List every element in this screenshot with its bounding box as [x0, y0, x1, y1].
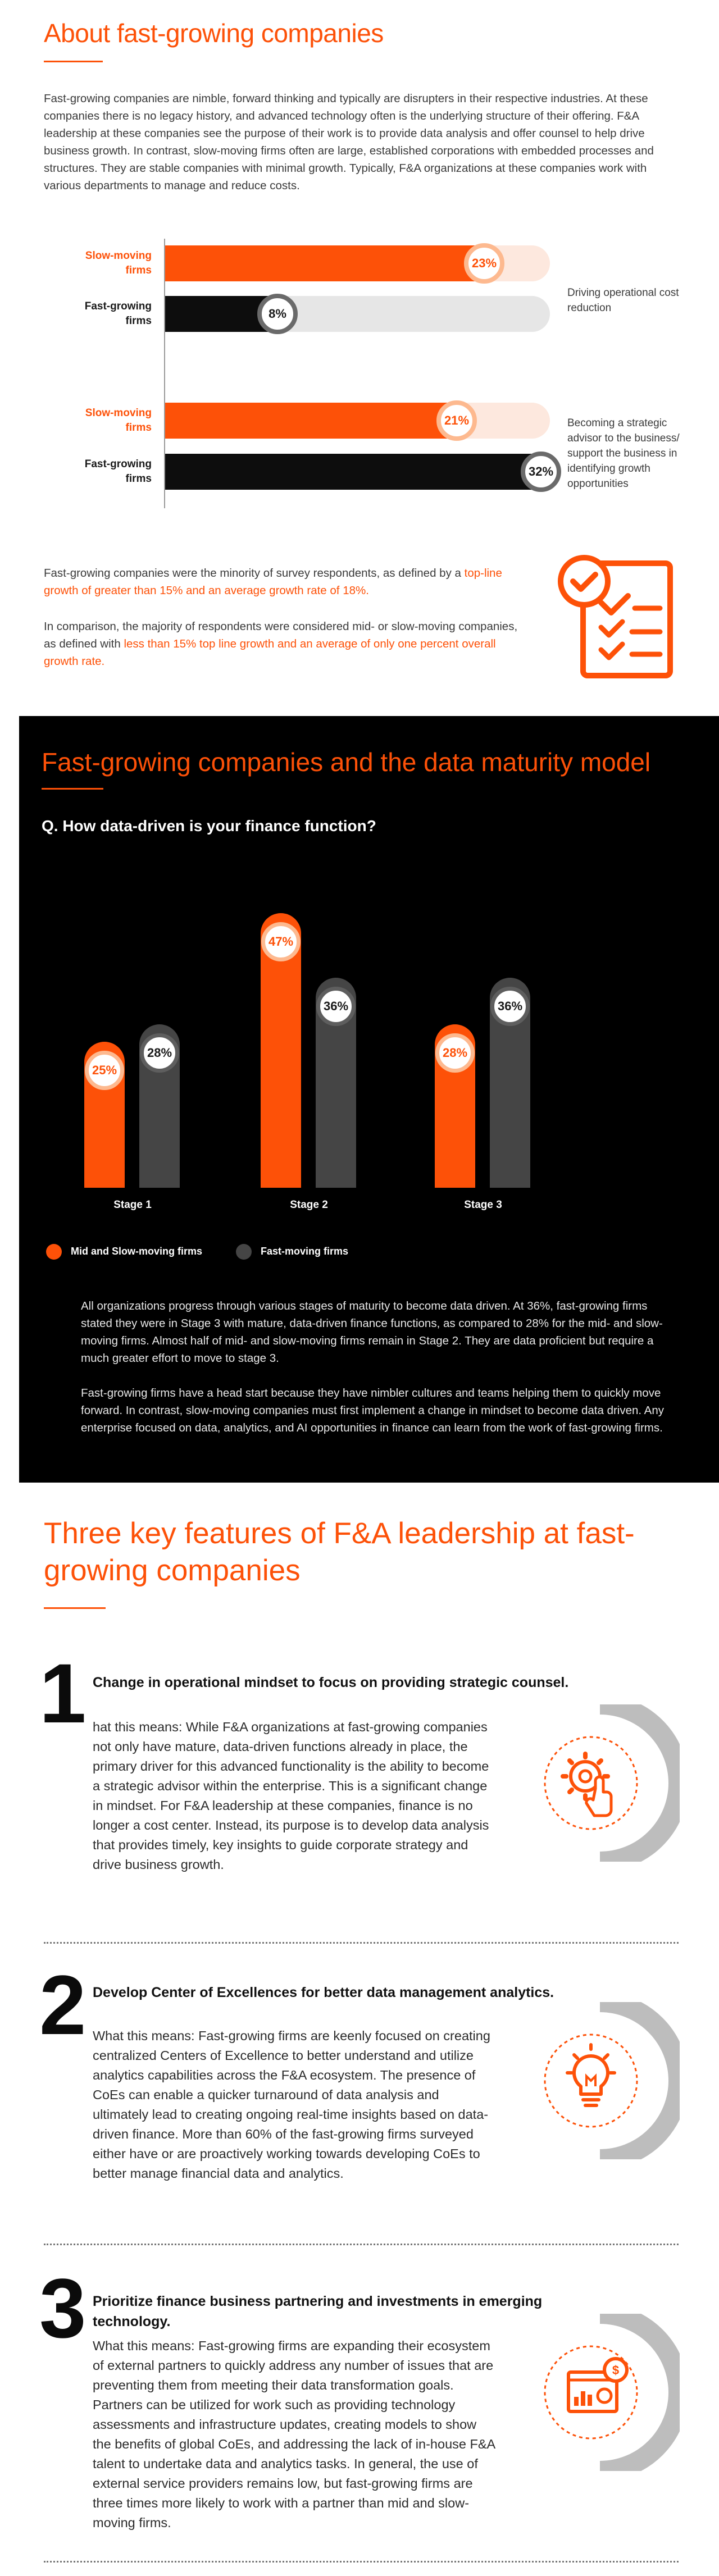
- stat-slow-moving: In comparison, the majority of responden…: [44, 618, 527, 670]
- bar-track: 21%: [165, 400, 550, 441]
- stage-label: Stage 1: [113, 1199, 152, 1211]
- bar-label: Fast-growing firms: [84, 300, 152, 327]
- title-underline: [44, 61, 103, 62]
- bar-track: 32%: [165, 452, 561, 492]
- feature-2-title: Develop Center of Excellences for better…: [93, 1985, 554, 2000]
- about-section: About fast-growing companies Fast-growin…: [0, 0, 719, 716]
- maturity-title: Fast-growing companies and the data matu…: [42, 747, 651, 777]
- legend-label-fast: Fast-moving firms: [261, 1246, 349, 1257]
- dashboard-dollar-icon: $: [522, 2304, 689, 2481]
- lightbulb-icon: [522, 1992, 689, 2169]
- stat-fast-highlight: top-line growth of greater than 15% and …: [44, 567, 502, 597]
- feature-3-body: What this means: Fast-growing firms are …: [93, 2338, 495, 2530]
- bar-track: 23%: [165, 243, 550, 284]
- bar-label: Slow-moving firms: [85, 250, 152, 276]
- data-maturity-section: Fast-growing companies and the data matu…: [19, 716, 719, 1483]
- maturity-paragraph-2: Fast-growing firms have a head start bec…: [81, 1387, 665, 1434]
- group-note-advisor: Becoming a strategic advisor to the busi…: [567, 417, 680, 490]
- feature-3-number: 3: [39, 2261, 87, 2355]
- stage-label: Stage 2: [290, 1199, 328, 1211]
- chart-axis: [164, 239, 165, 508]
- about-title: About fast-growing companies: [44, 19, 384, 48]
- gear-hand-icon: [522, 1694, 689, 1872]
- about-intro: Fast-growing companies are nimble, forwa…: [44, 92, 654, 192]
- bar-fill: [165, 245, 493, 281]
- bar-track: 8%: [165, 294, 550, 334]
- legend-label-slow: Mid and Slow-moving firms: [71, 1246, 203, 1257]
- legend-swatch-slow: [46, 1244, 62, 1260]
- stat-slow-text: In comparison, the majority of responden…: [44, 620, 518, 650]
- feature-1-body: hat this means: While F&A organizations …: [93, 1720, 489, 1872]
- maturity-underline: [42, 788, 103, 790]
- chart-question: Q. How data-driven is your finance funct…: [42, 817, 376, 835]
- checklist-icon: [556, 553, 677, 682]
- feature-1-number: 1: [39, 1646, 87, 1740]
- features-title: Three key features of F&A leadership at …: [44, 1517, 635, 1587]
- bar-value-label: 23%: [464, 243, 504, 284]
- bar-fill: [165, 403, 466, 439]
- svg-text:$: $: [612, 2363, 619, 2377]
- column-value-label: 28%: [435, 1033, 475, 1073]
- bar-value-label: 21%: [436, 400, 477, 441]
- column-value-label: 36%: [490, 987, 530, 1026]
- bar-fill: [165, 454, 550, 490]
- maturity-paragraph-1: All organizations progress through vario…: [81, 1300, 663, 1365]
- stage-label: Stage 3: [464, 1199, 502, 1211]
- feature-divider-1: [44, 1942, 679, 1944]
- feature-2-body: What this means: Fast-growing firms are …: [93, 2028, 490, 2181]
- feature-2-number: 2: [39, 1958, 87, 2052]
- group-note-cost: Driving operational cost reduction: [567, 287, 679, 314]
- bar-label: Slow-moving firms: [85, 407, 152, 434]
- stat-slow-highlight: less than 15% top line growth and an ave…: [44, 637, 496, 668]
- feature-divider-2: [44, 2244, 679, 2245]
- feature-3-title: Prioritize finance business partnering a…: [93, 2294, 543, 2329]
- column-value-label: 36%: [316, 987, 356, 1026]
- column-value-label: 28%: [140, 1033, 179, 1073]
- bar-label: Fast-growing firms: [84, 458, 152, 485]
- feature-divider-3: [44, 2561, 679, 2563]
- feature-1-title: Change in operational mindset to focus o…: [93, 1675, 569, 1690]
- stat-fast-growing: Fast-growing companies were the minority…: [44, 564, 527, 599]
- bar-value-label: 8%: [257, 294, 298, 334]
- stat-fast-text: Fast-growing companies were the minority…: [44, 567, 465, 580]
- column-value-label: 25%: [85, 1051, 124, 1090]
- features-underline: [44, 1607, 106, 1609]
- key-features-section: Three key features of F&A leadership at …: [0, 1483, 719, 2576]
- column-value-label: 47%: [261, 922, 301, 961]
- legend-swatch-fast: [236, 1244, 252, 1260]
- bar-value-label: 32%: [521, 452, 561, 492]
